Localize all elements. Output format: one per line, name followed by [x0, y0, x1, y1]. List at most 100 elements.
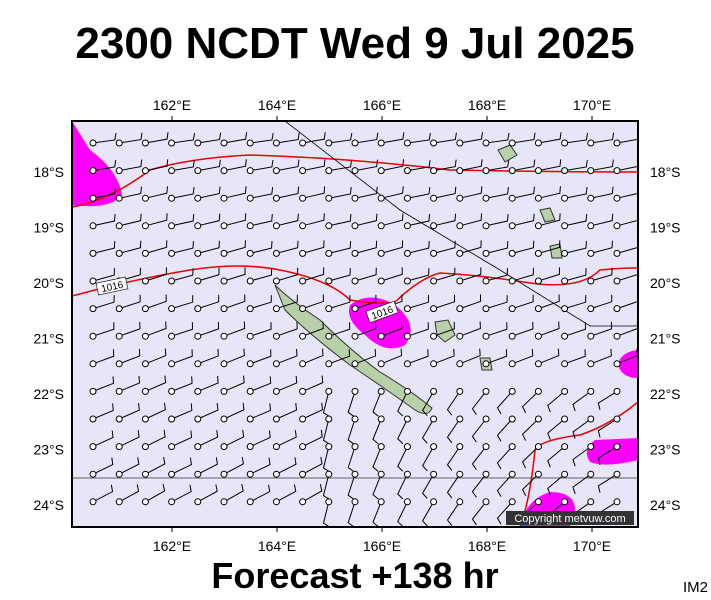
wind-barb [471, 501, 487, 526]
wind-barb [171, 322, 193, 337]
station [534, 167, 542, 175]
station [141, 167, 149, 175]
wind-barb [92, 457, 114, 475]
wind-barb [119, 132, 143, 144]
station [325, 222, 333, 230]
wind-barb [485, 159, 510, 172]
station [561, 360, 569, 368]
station [115, 443, 123, 451]
station [587, 194, 595, 202]
wind-barb [485, 268, 509, 282]
wind-barb [590, 240, 613, 254]
wind-barb [397, 446, 408, 472]
wind-barb [590, 186, 614, 199]
wind-barb [302, 348, 324, 365]
wind-barb [572, 418, 592, 439]
station [456, 194, 464, 202]
station [482, 387, 490, 395]
map-frame [71, 120, 639, 528]
wind-barb [538, 348, 560, 365]
isobar [72, 154, 638, 208]
station [456, 305, 464, 313]
station [403, 277, 411, 285]
wind-barb [276, 430, 297, 448]
wind-barb [302, 267, 325, 282]
wind-barb [421, 501, 435, 527]
station [168, 222, 176, 230]
station [430, 415, 438, 423]
wind-barb [471, 418, 487, 443]
wind-barb [145, 348, 167, 365]
wind-barb [92, 241, 116, 254]
station [220, 222, 228, 230]
station [508, 415, 516, 423]
wind-barb [421, 391, 435, 416]
wind-barb [276, 267, 299, 282]
station [351, 194, 359, 202]
lon-label: 162°E [153, 538, 191, 554]
station [89, 139, 97, 147]
station [220, 387, 228, 395]
wind-barb [171, 186, 195, 199]
wind-barb [433, 159, 457, 172]
station [325, 139, 333, 147]
island [549, 243, 563, 259]
wind-barb [276, 484, 297, 503]
wind-barb [590, 267, 613, 282]
station [351, 360, 359, 368]
station [508, 443, 516, 451]
wind-barb [459, 294, 482, 310]
station [534, 249, 542, 257]
wind-barb [92, 268, 116, 282]
station [220, 194, 228, 202]
wind-barb [433, 240, 456, 254]
wind-barb [381, 267, 403, 282]
station [613, 470, 621, 478]
wind-barb [590, 132, 615, 144]
wind-barb [354, 186, 378, 199]
wind-barb [171, 484, 192, 503]
station [325, 277, 333, 285]
station [587, 332, 595, 340]
station [482, 222, 490, 230]
wind-barb [564, 186, 588, 199]
wind-barb [372, 501, 382, 527]
station [430, 387, 438, 395]
wind-barb [328, 322, 351, 337]
wind-barb [616, 192, 638, 199]
wind-barb [597, 446, 618, 466]
wind-barb [538, 159, 562, 172]
station [587, 277, 595, 285]
station [115, 249, 123, 257]
wind-barb [250, 132, 274, 144]
wind-barb [302, 321, 324, 337]
wind-barb [512, 294, 534, 310]
station [613, 222, 621, 230]
station [194, 139, 202, 147]
station [561, 222, 569, 230]
station [325, 305, 333, 313]
station [430, 139, 438, 147]
wind-barb [92, 403, 114, 420]
wind-barb [446, 418, 461, 444]
wind-barb [322, 446, 330, 473]
wind-barb [471, 473, 487, 498]
station [561, 194, 569, 202]
station [220, 498, 228, 506]
station [194, 332, 202, 340]
station [246, 332, 254, 340]
wind-barb [223, 186, 247, 199]
station [508, 167, 516, 175]
wind-barb [407, 322, 429, 337]
wind-barb [223, 429, 245, 448]
wind-barb [92, 349, 115, 365]
station [194, 443, 202, 451]
station [246, 139, 254, 147]
station [508, 139, 516, 147]
wind-barb [381, 213, 404, 227]
wind-barb [171, 268, 194, 282]
wind-barb [223, 294, 246, 310]
wind-barb [276, 348, 298, 365]
wind-barb [407, 268, 430, 282]
